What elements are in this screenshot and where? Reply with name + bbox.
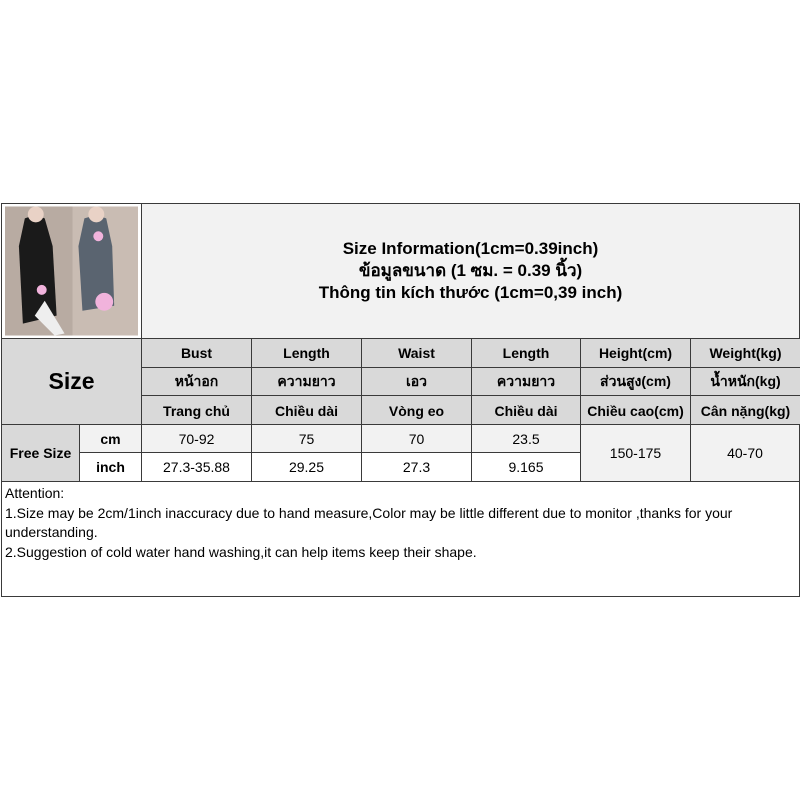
unit-cm: cm — [79, 424, 142, 453]
cm-value: 23.5 — [471, 424, 581, 453]
notes-section: Attention: 1.Size may be 2cm/1inch inacc… — [1, 481, 800, 597]
note-2: 2.Suggestion of cold water hand washing,… — [5, 543, 477, 560]
inch-value: 27.3 — [361, 452, 472, 482]
free-size-label: Free Size — [1, 424, 80, 482]
product-image — [5, 206, 138, 336]
column-header-en: Height(cm) — [580, 338, 691, 368]
cm-value: 70 — [361, 424, 472, 453]
column-header-en: Waist — [361, 338, 472, 368]
inch-value: 9.165 — [471, 452, 581, 482]
column-header-th: น้ำหนัก(kg) — [690, 367, 800, 396]
column-header-th: เอว — [361, 367, 472, 396]
column-header-vi: Chiều cao(cm) — [580, 395, 691, 426]
column-header-vi: Chiều dài — [251, 395, 362, 426]
inch-value: 29.25 — [251, 452, 362, 482]
column-header-th: หน้าอก — [141, 367, 252, 396]
column-header-en: Length — [251, 338, 362, 368]
column-header-vi: Cân nặng(kg) — [690, 395, 800, 426]
column-header-vi: Chiều dài — [471, 395, 581, 426]
title-english: Size Information(1cm=0.39inch) — [342, 239, 599, 258]
size-header: Size — [1, 338, 142, 425]
column-header-th: ความยาว — [251, 367, 362, 396]
column-header-vi: Trang chủ — [141, 395, 252, 426]
inch-value: 27.3-35.88 — [141, 452, 252, 482]
column-header-en: Weight(kg) — [690, 338, 800, 368]
column-header-th: ความยาว — [471, 367, 581, 396]
column-header-th: ส่วนสูง(cm) — [580, 367, 691, 396]
note-attention: Attention: — [5, 485, 65, 501]
unit-inch: inch — [79, 452, 142, 482]
column-header-en: Length — [471, 338, 581, 368]
cm-value: 70-92 — [141, 424, 252, 453]
height-value: 150-175 — [580, 424, 691, 482]
size-info-title: Size Information(1cm=0.39inch) ข้อมูลขนา… — [141, 203, 800, 339]
note-1: 1.Size may be 2cm/1inch inaccuracy due t… — [5, 504, 733, 541]
column-header-vi: Vòng eo — [361, 395, 472, 426]
product-photo — [1, 203, 142, 339]
cm-value: 75 — [251, 424, 362, 453]
title-thai: ข้อมูลขนาด (1 ซม. = 0.39 นิ้ว) — [358, 261, 583, 280]
title-vietnamese: Thông tin kích thước (1cm=0,39 inch) — [318, 283, 623, 302]
column-header-en: Bust — [141, 338, 252, 368]
weight-value: 40-70 — [690, 424, 800, 482]
